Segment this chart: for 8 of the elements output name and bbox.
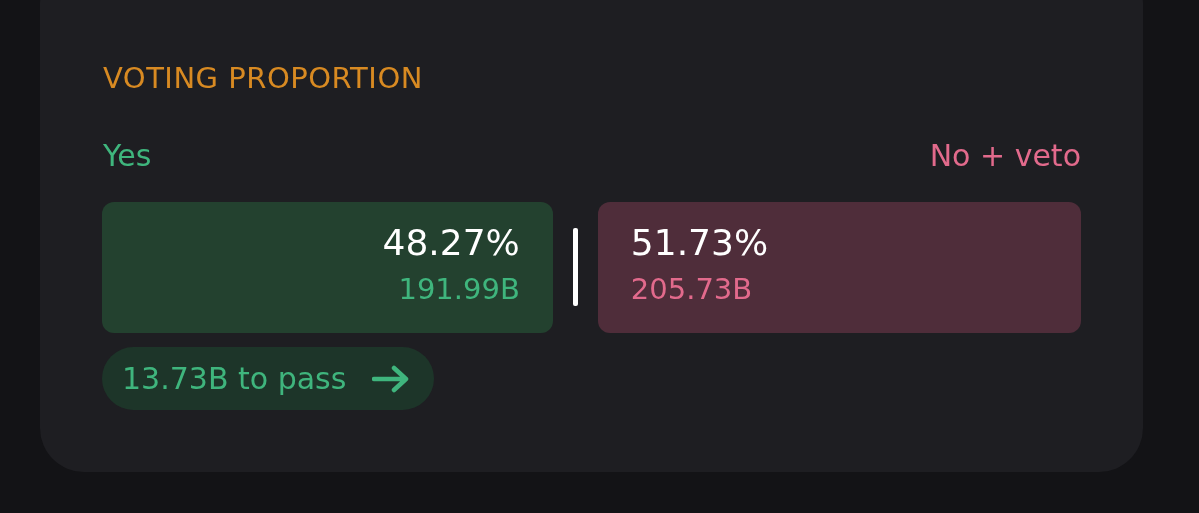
data-label: 205.73B	[630, 272, 753, 306]
data-label: 48.27%	[382, 222, 520, 263]
category-label: No + veto	[929, 138, 1081, 173]
data-label: 191.99B	[398, 272, 520, 306]
text: 13.73B to pass	[122, 361, 347, 396]
text: VOTING PROPORTION	[103, 61, 423, 95]
data-label: 51.73%	[630, 222, 769, 263]
category-label: Yes	[103, 138, 152, 173]
